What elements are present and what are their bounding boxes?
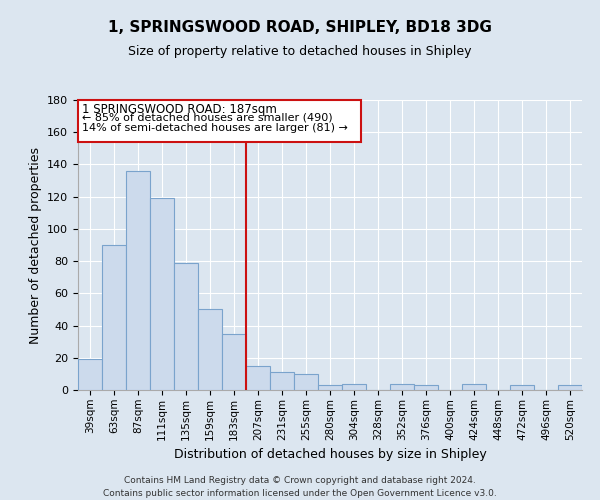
Bar [294, 374, 318, 390]
Bar [270, 372, 294, 390]
Bar [318, 385, 342, 390]
Text: 1 SPRINGSWOOD ROAD: 187sqm: 1 SPRINGSWOOD ROAD: 187sqm [82, 103, 277, 116]
Bar [78, 360, 102, 390]
Text: Contains HM Land Registry data © Crown copyright and database right 2024.: Contains HM Land Registry data © Crown c… [124, 476, 476, 485]
FancyBboxPatch shape [78, 100, 361, 142]
Bar [558, 385, 582, 390]
Bar [246, 366, 270, 390]
Y-axis label: Number of detached properties: Number of detached properties [29, 146, 41, 344]
Text: Size of property relative to detached houses in Shipley: Size of property relative to detached ho… [128, 45, 472, 58]
Bar [390, 384, 414, 390]
Bar [150, 198, 174, 390]
Text: 14% of semi-detached houses are larger (81) →: 14% of semi-detached houses are larger (… [82, 122, 347, 132]
Bar [462, 384, 486, 390]
Text: 1, SPRINGSWOOD ROAD, SHIPLEY, BD18 3DG: 1, SPRINGSWOOD ROAD, SHIPLEY, BD18 3DG [108, 20, 492, 35]
Bar [102, 245, 126, 390]
Bar [414, 385, 438, 390]
Text: ← 85% of detached houses are smaller (490): ← 85% of detached houses are smaller (49… [82, 113, 332, 123]
Text: Contains public sector information licensed under the Open Government Licence v3: Contains public sector information licen… [103, 488, 497, 498]
Bar [222, 334, 246, 390]
Bar [198, 310, 222, 390]
X-axis label: Distribution of detached houses by size in Shipley: Distribution of detached houses by size … [173, 448, 487, 461]
Bar [510, 385, 534, 390]
Bar [174, 262, 198, 390]
Bar [126, 171, 150, 390]
Bar [342, 384, 366, 390]
